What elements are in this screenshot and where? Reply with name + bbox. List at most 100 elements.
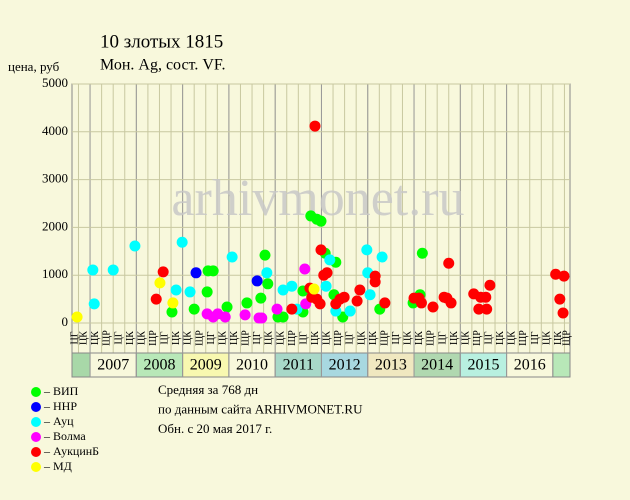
point bbox=[87, 264, 99, 276]
legend-label: – ННР bbox=[43, 399, 77, 413]
x-tick-label: 2010 bbox=[236, 357, 268, 374]
point bbox=[557, 307, 569, 319]
period-label: ЦГ bbox=[70, 331, 81, 344]
period-label: ЩР bbox=[102, 330, 113, 346]
year-start-cell bbox=[71, 352, 91, 378]
chart-subtitle: Мон. Ag, сост. VF. bbox=[100, 57, 226, 74]
period-label: ЦК bbox=[507, 331, 518, 345]
period-label: ЦК bbox=[171, 331, 182, 345]
year-cell bbox=[320, 352, 369, 378]
x-tick-label: 2008 bbox=[143, 357, 175, 374]
point bbox=[277, 311, 289, 323]
point bbox=[484, 279, 496, 291]
point bbox=[315, 215, 327, 227]
y-axis-label: цена, руб bbox=[8, 59, 60, 74]
x-tick-label: 2011 bbox=[283, 357, 314, 374]
point bbox=[190, 267, 202, 279]
point bbox=[251, 275, 263, 287]
note: Средняя за 768 дн bbox=[158, 382, 258, 397]
y-tick-label: 3000 bbox=[42, 171, 68, 186]
point bbox=[239, 309, 251, 321]
period-label: ЦГ bbox=[530, 331, 541, 344]
point bbox=[176, 236, 188, 248]
period-label: ЦК bbox=[541, 331, 552, 345]
chart-title: 10 злотых 1815 bbox=[100, 31, 223, 52]
legend-marker bbox=[31, 402, 41, 412]
note: Обн. с 20 мая 2017 г. bbox=[158, 421, 272, 436]
period-label: ЦК bbox=[310, 331, 321, 345]
period-label: ЦК bbox=[264, 331, 275, 345]
point bbox=[219, 311, 231, 323]
point bbox=[376, 251, 388, 263]
note: по данным сайта ARHIVMONET.RU bbox=[158, 401, 363, 416]
period-label: ЦГ bbox=[345, 331, 356, 344]
point bbox=[255, 292, 267, 304]
period-label: ЦК bbox=[356, 331, 367, 345]
point bbox=[129, 240, 141, 252]
y-tick-label: 2000 bbox=[42, 218, 68, 233]
period-label: ЦК bbox=[136, 331, 147, 345]
point bbox=[261, 267, 273, 279]
point bbox=[314, 298, 326, 310]
x-tick-label: 2016 bbox=[514, 357, 546, 374]
period-label: ЦГ bbox=[206, 331, 217, 344]
year-end-cell bbox=[552, 352, 571, 378]
legend-label: – МД bbox=[43, 459, 72, 473]
period-label: ЦГ bbox=[484, 331, 495, 344]
point bbox=[338, 291, 350, 303]
year-cell bbox=[89, 352, 137, 378]
point bbox=[201, 286, 213, 298]
period-label: ЦК bbox=[90, 331, 101, 345]
period-label: ЦГ bbox=[252, 331, 263, 344]
year-cell bbox=[413, 352, 461, 378]
point bbox=[320, 280, 332, 292]
point bbox=[259, 249, 271, 261]
point bbox=[277, 284, 289, 296]
point bbox=[361, 244, 373, 256]
period-label: ЩР bbox=[287, 330, 298, 346]
point bbox=[167, 297, 179, 309]
point bbox=[554, 293, 566, 305]
period-label: ЩР bbox=[426, 330, 437, 346]
point bbox=[379, 297, 391, 309]
point bbox=[241, 297, 253, 309]
period-label: ЦК bbox=[449, 331, 460, 345]
point bbox=[308, 283, 320, 295]
point bbox=[427, 301, 439, 313]
point bbox=[351, 295, 363, 307]
point bbox=[107, 264, 119, 276]
period-label: ЩР bbox=[241, 330, 252, 346]
point bbox=[416, 247, 428, 259]
point bbox=[286, 280, 298, 292]
x-tick-label: 2007 bbox=[97, 357, 129, 374]
period-label: ЦГ bbox=[298, 331, 309, 344]
point bbox=[262, 278, 274, 290]
point bbox=[184, 286, 196, 298]
point bbox=[558, 270, 570, 282]
x-tick-label: 2014 bbox=[421, 357, 453, 374]
period-label: ЦГ bbox=[437, 331, 448, 344]
period-label: ЩР bbox=[148, 330, 159, 346]
period-label: ЩР bbox=[333, 330, 344, 346]
point bbox=[157, 266, 169, 278]
period-label: ЦК bbox=[229, 331, 240, 345]
point bbox=[150, 293, 162, 305]
period-label: ЦК bbox=[414, 331, 425, 345]
x-tick-label: 2012 bbox=[329, 357, 361, 374]
point bbox=[324, 254, 336, 266]
legend-label: – Волма bbox=[43, 429, 86, 443]
legend-marker bbox=[31, 387, 41, 397]
period-label: ЩР bbox=[472, 330, 483, 346]
legend-label: – Ауц bbox=[43, 414, 74, 428]
period-label: ЦК bbox=[368, 331, 379, 345]
legend-marker bbox=[31, 432, 41, 442]
point bbox=[299, 263, 311, 275]
point bbox=[188, 303, 200, 315]
year-cell bbox=[182, 352, 230, 378]
point bbox=[256, 312, 268, 324]
point bbox=[445, 297, 457, 309]
year-cell bbox=[506, 352, 554, 378]
y-tick-label: 5000 bbox=[42, 75, 68, 90]
point bbox=[354, 284, 366, 296]
